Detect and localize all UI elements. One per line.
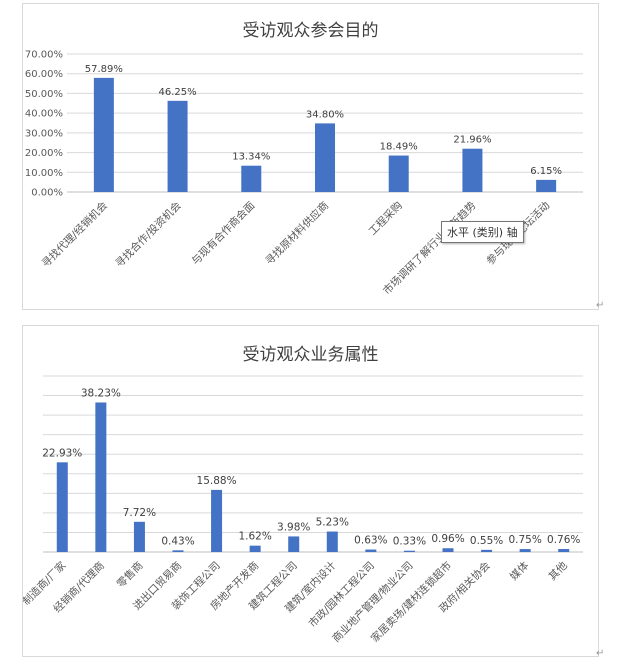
bar [558,549,570,552]
chart-title: 受访观众业务属性 [242,345,379,365]
data-label: 0.43% [161,535,194,547]
bar [249,545,261,552]
bar [326,531,338,552]
bar [288,536,300,552]
data-label: 0.33% [393,536,426,548]
data-label: 22.93% [42,447,82,459]
data-label: 0.55% [470,535,503,547]
bar [133,521,145,552]
bar [481,549,493,552]
data-label: 0.76% [547,534,580,546]
chart-title: 受访观众参会目的 [242,21,379,41]
data-label: 0.96% [431,533,464,545]
data-label: 18.49% [380,142,418,153]
bar [442,548,454,552]
category-label: 寻找原材料供应商 [263,199,332,268]
y-tick-label: 50.00% [25,89,63,100]
bar [56,462,68,552]
y-tick-label: 10.00% [25,168,63,179]
bar [172,550,184,552]
category-label: 工程采购 [366,199,405,238]
category-label: 其他 [546,559,570,583]
chart-panel-business[interactable]: 受访观众业务属性 22.93% 制造商/厂家 38.23% 经销商/代理商 7.72% 零… [22,325,599,657]
bar [365,549,377,552]
y-tick-label: 70.00% [25,50,63,61]
data-label: 7.72% [123,507,156,519]
paragraph-mark-icon: ↵ [596,300,605,311]
category-label: 与现有合作商会面 [189,199,258,268]
data-label: 13.34% [232,152,270,163]
bar [315,123,335,192]
bar [403,550,415,552]
data-label: 0.75% [508,534,541,546]
paragraph-mark-icon: ↵ [596,648,605,659]
data-label: 5.23% [316,517,349,529]
data-label: 15.88% [197,475,237,487]
category-label: 媒体 [507,559,531,583]
category-label: 寻找代理/经销机会 [39,199,110,270]
business-bar-chart[interactable]: 22.93%制造商/厂家38.23%经销商/代理商7.72%零售商0.43%进出… [23,326,598,656]
bar [93,77,114,192]
axis-tooltip: 水平 (类别) 轴 [441,221,524,243]
y-tick-label: 0.00% [31,188,63,199]
data-label: 3.98% [277,521,310,533]
purpose-bar-chart[interactable]: 0.00% 10.00% 20.00% 30.00% 40.00% 50.00% 60.00… [23,4,598,309]
bar [388,155,409,192]
y-tick-label: 40.00% [25,109,63,120]
data-label: 0.63% [354,535,387,547]
data-label: 46.25% [159,87,197,98]
bar [462,148,483,192]
y-tick-label: 20.00% [25,148,63,159]
data-label: 34.80% [306,109,344,120]
data-label: 57.89% [85,64,123,75]
category-label: 寻找合作/投资机会 [113,199,184,270]
bar [536,179,557,192]
bar [519,549,531,552]
bar [211,489,223,552]
category-label: 零售商 [114,559,145,590]
y-tick-label: 60.00% [25,69,63,80]
data-label: 38.23% [81,387,121,399]
bar [241,165,262,192]
category-label: 市政/园林工程公司 [306,559,377,630]
data-label: 1.62% [238,531,271,543]
y-tick-label: 30.00% [25,128,63,139]
chart-panel-purpose[interactable]: 受访观众参会目的 0.00% 10.00% 20.00% 30.00% 40.00% 50… [22,3,599,310]
bar [95,402,107,552]
data-label: 21.96% [453,135,491,146]
data-label: 6.15% [530,166,562,177]
bar [167,100,188,192]
